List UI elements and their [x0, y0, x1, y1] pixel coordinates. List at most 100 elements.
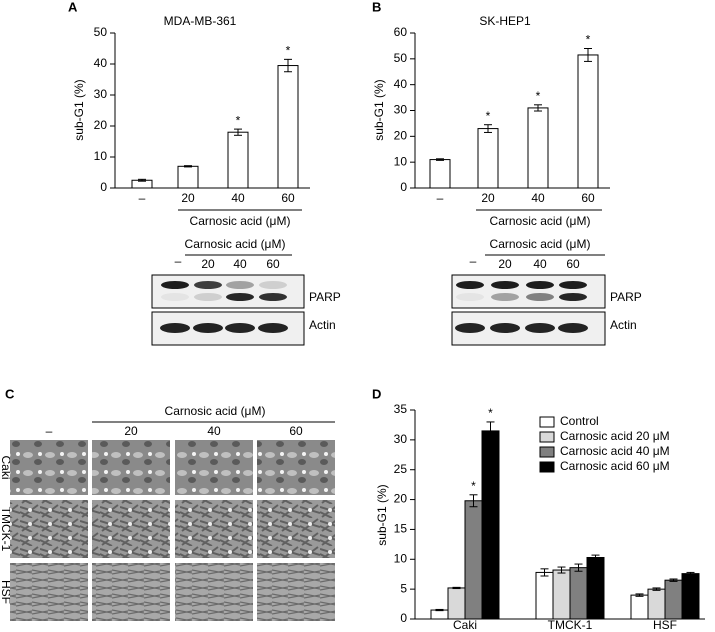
- bar: [429, 159, 451, 189]
- bar: [477, 128, 499, 189]
- micrograph: [10, 440, 88, 495]
- band: [160, 323, 190, 333]
- x-tick-label: 20: [181, 191, 195, 205]
- bar: [569, 567, 588, 620]
- lane-label: 60: [266, 257, 280, 271]
- band: [161, 293, 189, 301]
- band: [226, 281, 254, 289]
- significance-mark: *: [471, 479, 476, 493]
- bar: [664, 579, 683, 620]
- lane-label: 20: [498, 257, 512, 271]
- legend-swatch: [539, 431, 555, 443]
- x-tick-label: 60: [281, 191, 295, 205]
- x-axis-label: Carnosic acid (μM): [490, 214, 591, 228]
- blot-header: Carnosic acid (μM): [490, 237, 591, 251]
- column-label: 40: [207, 424, 221, 438]
- bar: [527, 107, 549, 189]
- column-label: 20: [124, 424, 138, 438]
- band: [525, 323, 555, 333]
- y-tick-label: 50: [94, 25, 108, 39]
- y-tick-label: 5: [400, 581, 407, 595]
- band: [259, 281, 287, 289]
- y-tick-label: 0: [400, 180, 407, 194]
- band: [456, 293, 484, 301]
- band: [491, 293, 519, 301]
- chart-title: SK-HEP1: [479, 14, 531, 28]
- lane-label: 40: [533, 257, 547, 271]
- y-tick-label: 60: [394, 25, 408, 39]
- micrograph: [175, 440, 253, 495]
- lane-label: –: [470, 254, 477, 268]
- y-tick-label: 30: [94, 87, 108, 101]
- micrograph: [92, 500, 170, 558]
- panel-label: D: [372, 386, 381, 401]
- legend-label: Control: [560, 414, 599, 428]
- y-tick-label: 10: [94, 149, 108, 163]
- band: [456, 281, 484, 289]
- blot-strip: [451, 274, 606, 309]
- significance-mark: *: [586, 33, 591, 47]
- band: [194, 293, 222, 301]
- significance-mark: *: [486, 109, 491, 123]
- x-tick-label: –: [139, 191, 146, 205]
- micrograph: [10, 500, 88, 558]
- y-axis-label: sub-G1 (%): [375, 484, 389, 545]
- y-axis-label: sub-G1 (%): [72, 79, 86, 140]
- y-tick-label: 40: [394, 77, 408, 91]
- bar: [430, 609, 449, 620]
- legend-label: Carnosic acid 40 μM: [560, 444, 670, 458]
- micrograph-header: Carnosic acid (μM): [165, 404, 266, 418]
- bar: [447, 587, 466, 620]
- row-label: HSF: [0, 580, 13, 604]
- y-tick-label: 20: [394, 492, 408, 506]
- panel-label: A: [68, 0, 78, 14]
- legend-label: Carnosic acid 60 μM: [560, 459, 670, 473]
- y-tick-label: 50: [394, 51, 408, 65]
- blot-row-label: Actin: [610, 318, 637, 332]
- band: [258, 323, 288, 333]
- legend-swatch: [539, 446, 555, 458]
- y-tick-label: 0: [100, 180, 107, 194]
- x-axis-label: Carnosic acid (μM): [190, 214, 291, 228]
- blot-strip: [151, 274, 305, 309]
- micrograph: [257, 563, 335, 621]
- bar: [630, 594, 649, 620]
- band: [558, 323, 588, 333]
- x-tick-label: TMCK-1: [548, 618, 593, 632]
- panel-label: B: [372, 0, 381, 14]
- band: [559, 293, 587, 301]
- panel-label: C: [5, 386, 15, 401]
- x-tick-label: Caki: [453, 618, 477, 632]
- y-tick-label: 35: [394, 402, 408, 416]
- bar: [647, 588, 666, 620]
- band: [259, 293, 287, 301]
- lane-label: –: [175, 254, 182, 268]
- y-tick-label: 20: [394, 129, 408, 143]
- band: [559, 281, 587, 289]
- x-tick-label: –: [437, 191, 444, 205]
- y-axis-label: sub-G1 (%): [372, 79, 386, 140]
- band: [161, 281, 189, 289]
- bar: [681, 573, 700, 620]
- micrograph: [92, 440, 170, 495]
- x-tick-label: 60: [581, 191, 595, 205]
- band: [526, 281, 554, 289]
- x-tick-label: 40: [531, 191, 545, 205]
- x-tick-label: HSF: [653, 618, 677, 632]
- band: [226, 293, 254, 301]
- y-tick-label: 10: [394, 154, 408, 168]
- micrograph: [92, 563, 170, 621]
- x-tick-label: 20: [481, 191, 495, 205]
- y-tick-label: 15: [394, 522, 408, 536]
- blot-header: Carnosic acid (μM): [185, 237, 286, 251]
- legend-swatch: [539, 416, 555, 428]
- band: [194, 281, 222, 289]
- band: [526, 293, 554, 301]
- significance-mark: *: [236, 113, 241, 127]
- lane-label: 60: [566, 257, 580, 271]
- bar: [277, 65, 299, 189]
- significance-mark: *: [286, 44, 291, 58]
- x-tick-label: 40: [231, 191, 245, 205]
- bar: [535, 571, 554, 620]
